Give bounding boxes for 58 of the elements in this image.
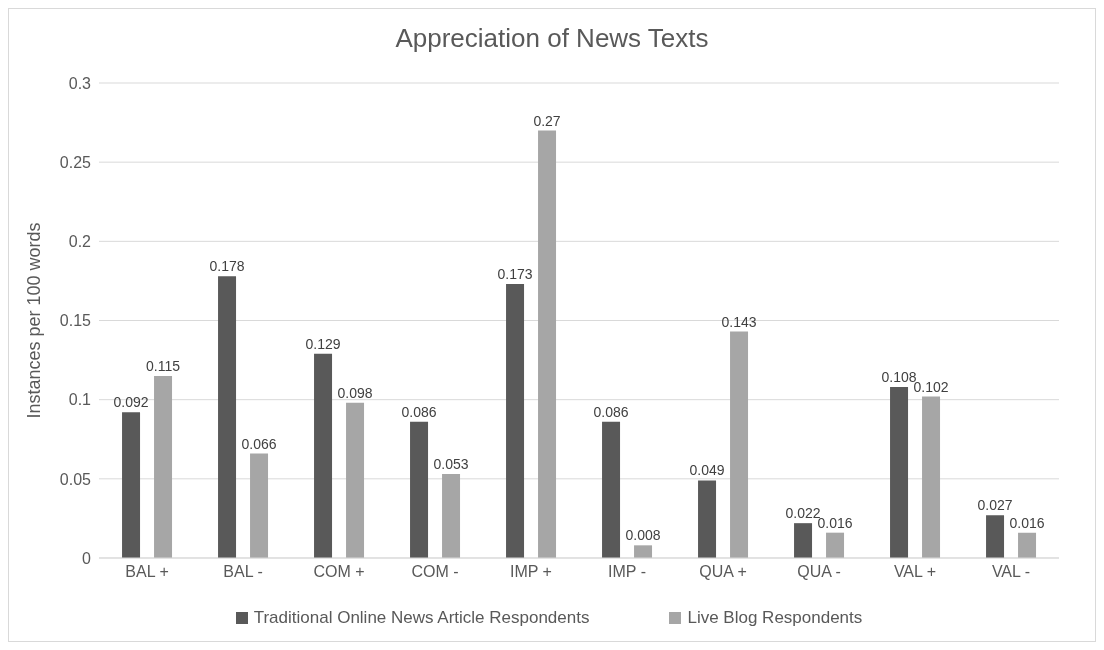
bar [250,453,269,558]
bar [986,515,1005,558]
x-tick-label: QUA + [699,563,747,581]
data-label: 0.27 [533,112,561,129]
bar [1018,532,1037,558]
y-tick-label: 0.1 [68,391,92,409]
y-axis-title: Instances per 100 words [24,222,45,419]
data-label: 0.049 [689,462,725,479]
bar [346,402,365,558]
x-tick-label: IMP - [608,563,646,581]
data-label: 0.053 [433,456,469,473]
legend-label: Live Blog Respondents [687,608,863,628]
data-label: 0.092 [113,394,149,411]
y-tick-label: 0.05 [59,470,92,488]
data-label: 0.016 [817,514,853,531]
bar [794,523,813,558]
bar [410,421,429,558]
bar [826,532,845,558]
x-tick-label: COM + [313,563,365,581]
chart-title: Appreciation of News Texts [394,22,710,55]
x-tick-label: IMP + [510,563,552,581]
data-label: 0.027 [977,497,1013,514]
data-label: 0.066 [241,435,277,452]
bar [922,396,941,558]
legend-label: Traditional Online News Article Respondents [253,608,590,628]
bar [154,375,173,558]
data-label: 0.086 [401,403,437,420]
y-tick-label: 0.15 [59,312,92,330]
bar [538,130,557,558]
bar [122,412,141,558]
y-tick-label: 0.2 [68,233,92,251]
bar [730,331,749,558]
bar [442,474,461,558]
data-label: 0.115 [146,357,181,374]
bar [602,421,621,558]
x-tick-label: BAL + [125,563,169,581]
bar [634,545,653,558]
x-tick-label: QUA - [797,563,841,581]
y-tick-label: 0.25 [59,153,92,171]
bar [506,284,525,558]
data-label: 0.008 [625,527,661,544]
bar [698,480,717,558]
x-tick-label: VAL + [893,563,937,581]
data-label: 0.178 [209,258,245,275]
bar [218,276,237,558]
data-label: 0.173 [497,266,533,283]
bar [890,387,909,558]
y-tick-label: 0 [82,549,92,567]
bar [314,353,333,558]
data-label: 0.098 [337,384,373,401]
data-label: 0.086 [593,403,629,420]
y-tick-label: 0.3 [68,74,92,92]
x-tick-label: COM - [411,563,459,581]
x-tick-label: VAL - [991,563,1031,581]
data-label: 0.143 [721,313,757,330]
data-label: 0.129 [305,335,341,352]
x-tick-label: BAL - [223,563,263,581]
data-label: 0.016 [1009,514,1045,531]
